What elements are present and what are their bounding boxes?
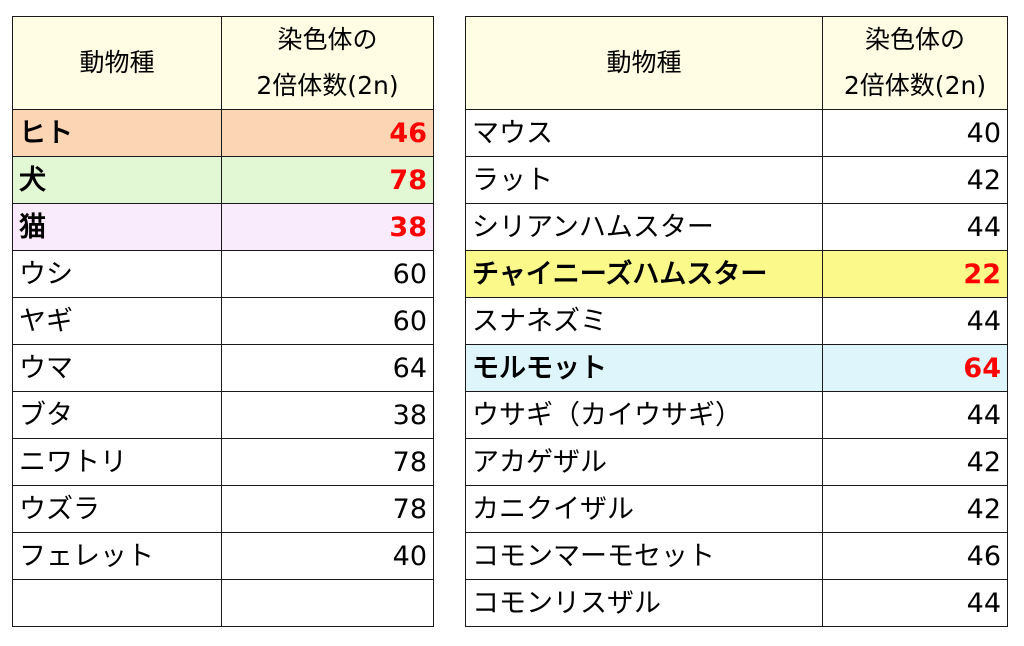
- left-chromosome-table: 動物種 染色体の 2倍体数(2n) ヒト 46 犬 78 猫 38 ウシ 60 ヤギ 60 ウマ 64…: [12, 16, 434, 627]
- table-row: ヒト 46: [12, 109, 434, 157]
- chromosome-count-header: 染色体の 2倍体数(2n): [221, 16, 434, 110]
- table-row: チャイニーズハムスター 22: [465, 250, 1008, 298]
- table-row: コモンリスザル 44: [465, 579, 1008, 627]
- species-name-cell: シリアンハムスター: [465, 203, 823, 251]
- chromosome-count-cell: 44: [822, 297, 1008, 345]
- table-row: シリアンハムスター 44: [465, 203, 1008, 251]
- chromosome-header-line2: 2倍体数(2n): [843, 71, 987, 100]
- species-name-cell: ウズラ: [12, 485, 222, 533]
- species-name-cell: カニクイザル: [465, 485, 823, 533]
- species-name-cell: フェレット: [12, 532, 222, 580]
- chromosome-header-line1: 染色体の: [277, 25, 378, 54]
- chromosome-count-cell: 64: [221, 344, 434, 392]
- chromosome-count-cell: [221, 579, 434, 627]
- species-name-cell: ウシ: [12, 250, 222, 298]
- species-name-cell: マウス: [465, 109, 823, 157]
- species-name-cell: アカゲザル: [465, 438, 823, 486]
- chromosome-count-cell: 60: [221, 297, 434, 345]
- table-row: コモンマーモセット 46: [465, 532, 1008, 580]
- chromosome-count-cell: 40: [221, 532, 434, 580]
- species-name-cell: ウサギ（カイウサギ）: [465, 391, 823, 439]
- chromosome-count-cell: 42: [822, 438, 1008, 486]
- species-name-cell: 犬: [12, 156, 222, 204]
- species-name-cell: ヒト: [12, 109, 222, 157]
- table-row: 猫 38: [12, 203, 434, 251]
- table-row: マウス 40: [465, 109, 1008, 157]
- species-header: 動物種: [465, 16, 823, 110]
- table-row: ウズラ 78: [12, 485, 434, 533]
- table-row: ヤギ 60: [12, 297, 434, 345]
- table-row: ブタ 38: [12, 391, 434, 439]
- chromosome-count-cell: 44: [822, 391, 1008, 439]
- chromosome-count-cell: 42: [822, 156, 1008, 204]
- table-row: 犬 78: [12, 156, 434, 204]
- table-row: モルモット 64: [465, 344, 1008, 392]
- chromosome-count-cell: 78: [221, 156, 434, 204]
- table-row: ラット 42: [465, 156, 1008, 204]
- table-row: ニワトリ 78: [12, 438, 434, 486]
- species-name-cell: コモンマーモセット: [465, 532, 823, 580]
- species-name-cell: チャイニーズハムスター: [465, 250, 823, 298]
- chromosome-count-cell: 44: [822, 203, 1008, 251]
- chromosome-count-cell: 44: [822, 579, 1008, 627]
- chromosome-count-cell: 46: [822, 532, 1008, 580]
- chromosome-count-cell: 78: [221, 438, 434, 486]
- table-row: ウマ 64: [12, 344, 434, 392]
- chromosome-count-cell: 64: [822, 344, 1008, 392]
- chromosome-count-cell: 42: [822, 485, 1008, 533]
- species-name-cell: ラット: [465, 156, 823, 204]
- chromosome-count-cell: 22: [822, 250, 1008, 298]
- table-row: ウサギ（カイウサギ） 44: [465, 391, 1008, 439]
- header-row: 動物種 染色体の 2倍体数(2n): [12, 16, 434, 110]
- chromosome-header-line2: 2倍体数(2n): [256, 71, 399, 100]
- species-name-cell: ヤギ: [12, 297, 222, 345]
- table-row: ウシ 60: [12, 250, 434, 298]
- species-name-cell: [12, 579, 222, 627]
- header-row: 動物種 染色体の 2倍体数(2n): [465, 16, 1008, 110]
- chromosome-count-cell: 38: [221, 203, 434, 251]
- species-name-cell: モルモット: [465, 344, 823, 392]
- right-chromosome-table: 動物種 染色体の 2倍体数(2n) マウス 40 ラット 42 シリアンハムスター 44 チ…: [465, 16, 1008, 627]
- chromosome-count-cell: 60: [221, 250, 434, 298]
- chromosome-header-line1: 染色体の: [864, 25, 965, 54]
- species-name-cell: 猫: [12, 203, 222, 251]
- table-row: スナネズミ 44: [465, 297, 1008, 345]
- chromosome-count-header: 染色体の 2倍体数(2n): [822, 16, 1008, 110]
- species-name-cell: コモンリスザル: [465, 579, 823, 627]
- chromosome-count-cell: 40: [822, 109, 1008, 157]
- chromosome-count-cell: 78: [221, 485, 434, 533]
- species-name-cell: ブタ: [12, 391, 222, 439]
- table-row: アカゲザル 42: [465, 438, 1008, 486]
- species-name-cell: ウマ: [12, 344, 222, 392]
- table-row: [12, 579, 434, 627]
- species-name-cell: スナネズミ: [465, 297, 823, 345]
- chromosome-count-cell: 46: [221, 109, 434, 157]
- species-header: 動物種: [12, 16, 222, 110]
- table-row: フェレット 40: [12, 532, 434, 580]
- species-name-cell: ニワトリ: [12, 438, 222, 486]
- chromosome-count-cell: 38: [221, 391, 434, 439]
- table-row: カニクイザル 42: [465, 485, 1008, 533]
